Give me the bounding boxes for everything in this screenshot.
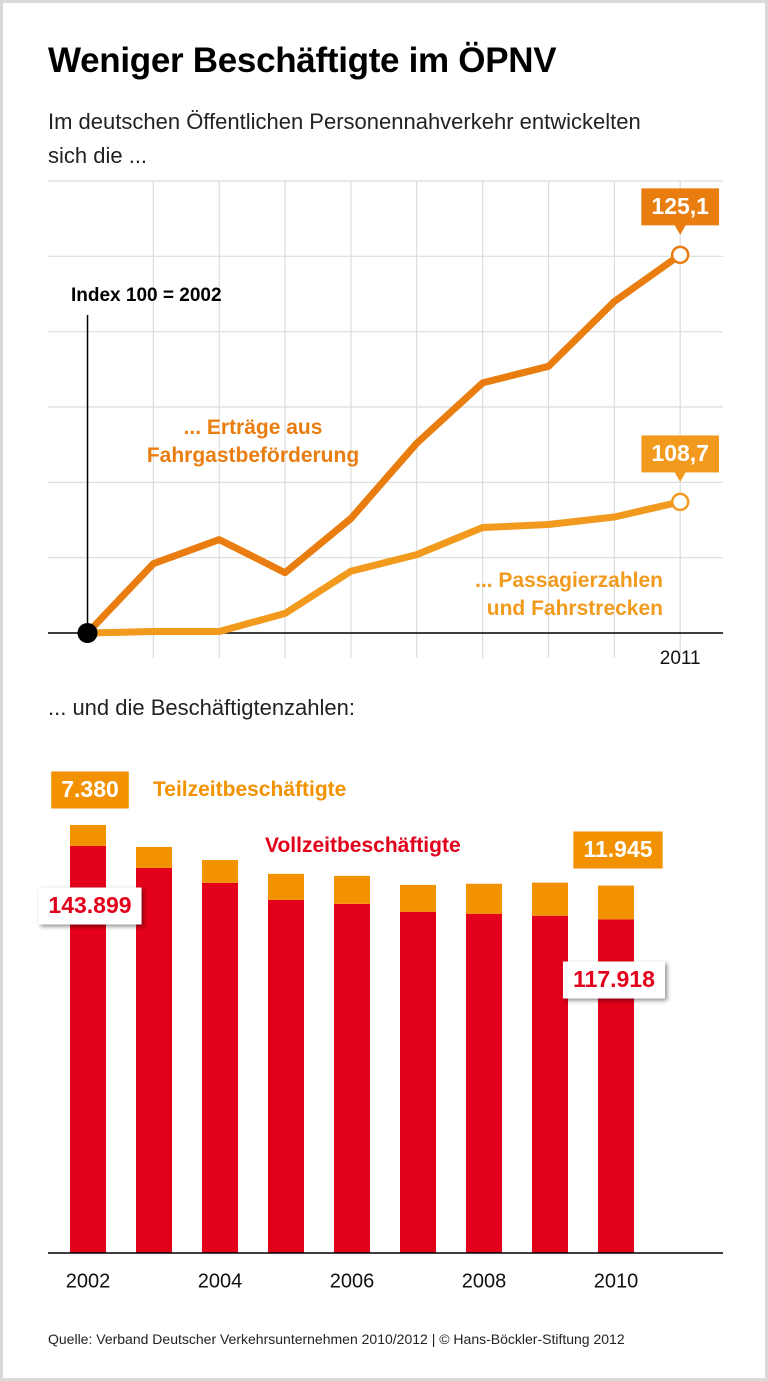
legend-label: ... Passagierzahlen und Fahrstrecken xyxy=(475,569,663,620)
bar-segment xyxy=(334,903,370,1253)
y-axis-label: Index 100 = 2002 xyxy=(71,285,222,306)
source: Quelle: Verband Deutscher Verkehrsuntern… xyxy=(48,1331,625,1347)
bar-segment xyxy=(268,899,304,1253)
value-label-box xyxy=(38,887,142,925)
bar-segment xyxy=(400,911,436,1253)
chart: Index 100 = 2002 2011 125,1 108,7 2002 2004 20… xyxy=(38,180,723,1292)
bar-segment xyxy=(466,883,502,914)
line-series xyxy=(84,251,684,637)
value-label: 117.918 xyxy=(573,966,655,992)
value-label-box xyxy=(562,961,666,999)
bar-segment xyxy=(136,846,172,868)
bar-segment xyxy=(268,873,304,900)
value-label-box xyxy=(641,188,720,226)
x-tick-label: 2004 xyxy=(198,1270,243,1292)
chart-title: ... und die Beschäftigtenzahlen: xyxy=(48,695,355,720)
bar-segment xyxy=(136,867,172,1253)
page-title: Weniger Beschäftigte im ÖPNV xyxy=(48,41,557,80)
line-series xyxy=(84,498,684,637)
x-tick-label: 2010 xyxy=(594,1270,639,1292)
bar-segment xyxy=(532,882,568,916)
value-label-box xyxy=(51,771,129,809)
value-label: 143.899 xyxy=(48,892,131,918)
value-label-box xyxy=(573,831,663,869)
bar-segment xyxy=(532,915,568,1253)
x-tick-label: 2008 xyxy=(462,1270,507,1292)
bar-segment xyxy=(70,824,106,846)
x-tick-label: 2011 xyxy=(660,648,701,669)
bar-segment xyxy=(202,882,238,1253)
legend-label: Teilzeitbeschäftigte xyxy=(153,778,347,801)
x-tick-label: 2002 xyxy=(66,1270,111,1292)
bar-segment xyxy=(466,913,502,1253)
marker xyxy=(670,492,690,512)
value-label: 108,7 xyxy=(651,440,709,466)
value-label: 125,1 xyxy=(651,193,709,219)
bar-segment xyxy=(334,875,370,904)
bar-segment xyxy=(400,884,436,912)
value-label-box xyxy=(641,435,719,473)
marker xyxy=(670,245,690,265)
legend-label: Vollzeitbeschäftigte xyxy=(265,834,461,857)
value-label: 7.380 xyxy=(61,776,119,802)
bar-segment xyxy=(202,859,238,883)
x-tick-label: 2006 xyxy=(330,1270,375,1292)
bar-segment xyxy=(598,885,634,920)
marker xyxy=(77,623,98,643)
value-label: 11.945 xyxy=(583,836,652,862)
subtitle: Im deutschen Öffentlichen Personennahver… xyxy=(48,109,641,168)
legend-label: ... Erträge aus Fahrgastbeförderung xyxy=(146,416,360,467)
